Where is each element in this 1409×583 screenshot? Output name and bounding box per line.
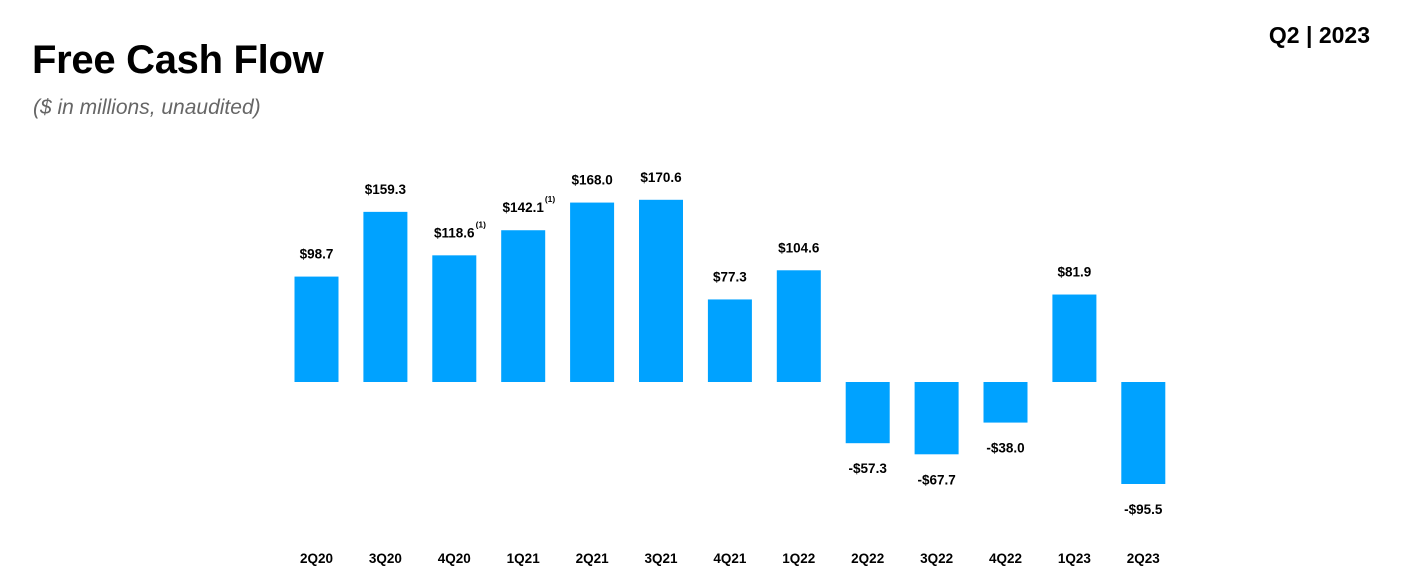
- bar-2q23: [1121, 382, 1166, 484]
- footnote-marker: (1): [476, 219, 487, 229]
- x-tick-label: 3Q20: [369, 551, 402, 566]
- x-tick-label: 4Q21: [713, 551, 747, 566]
- page-title: Free Cash Flow: [32, 38, 324, 82]
- bar-2q20: [294, 276, 339, 382]
- x-tick-label: 3Q21: [644, 551, 678, 566]
- bar-1q22: [776, 270, 821, 382]
- period-label: Q2 | 2023: [1268, 22, 1370, 48]
- bar-1q21: [501, 230, 546, 382]
- bar-1q23: [1052, 294, 1097, 382]
- x-tick-label: 2Q21: [576, 551, 610, 566]
- bar-4q22: [983, 382, 1028, 423]
- x-tick-label: 1Q23: [1058, 551, 1092, 566]
- x-tick-label: 3Q22: [920, 551, 953, 566]
- data-label: -$95.5: [1124, 502, 1163, 517]
- data-label: -$67.7: [917, 472, 955, 487]
- bar-2q22: [845, 382, 890, 444]
- x-tick-label: 2Q20: [300, 551, 333, 566]
- x-tick-label: 4Q20: [438, 551, 471, 566]
- data-label: $77.3: [713, 269, 747, 284]
- data-label: $104.6: [778, 240, 820, 255]
- page-subtitle: ($ in millions, unaudited): [33, 96, 261, 119]
- data-label: $98.7: [300, 247, 334, 262]
- bar-4q20: [432, 255, 477, 382]
- x-tick-label: 2Q23: [1127, 551, 1161, 566]
- bar-4q21: [707, 299, 752, 382]
- data-label: $168.0: [571, 173, 612, 188]
- x-tick-label: 1Q22: [782, 551, 815, 566]
- bar-3q22: [914, 382, 959, 455]
- data-label: $81.9: [1058, 265, 1092, 280]
- data-label: $170.6: [640, 170, 682, 185]
- data-label: $118.6: [434, 225, 475, 240]
- data-label: -$38.0: [986, 441, 1024, 456]
- x-tick-label: 2Q22: [851, 551, 884, 566]
- x-tick-label: 4Q22: [989, 551, 1022, 566]
- data-label: $142.1: [503, 200, 545, 215]
- footnote-marker: (1): [545, 194, 556, 204]
- data-label: $159.3: [365, 182, 407, 197]
- bar-3q21: [639, 199, 683, 382]
- data-label: -$57.3: [849, 461, 888, 476]
- bar-3q20: [363, 211, 408, 382]
- x-tick-label: 1Q21: [507, 551, 541, 566]
- bar-2q21: [570, 202, 615, 382]
